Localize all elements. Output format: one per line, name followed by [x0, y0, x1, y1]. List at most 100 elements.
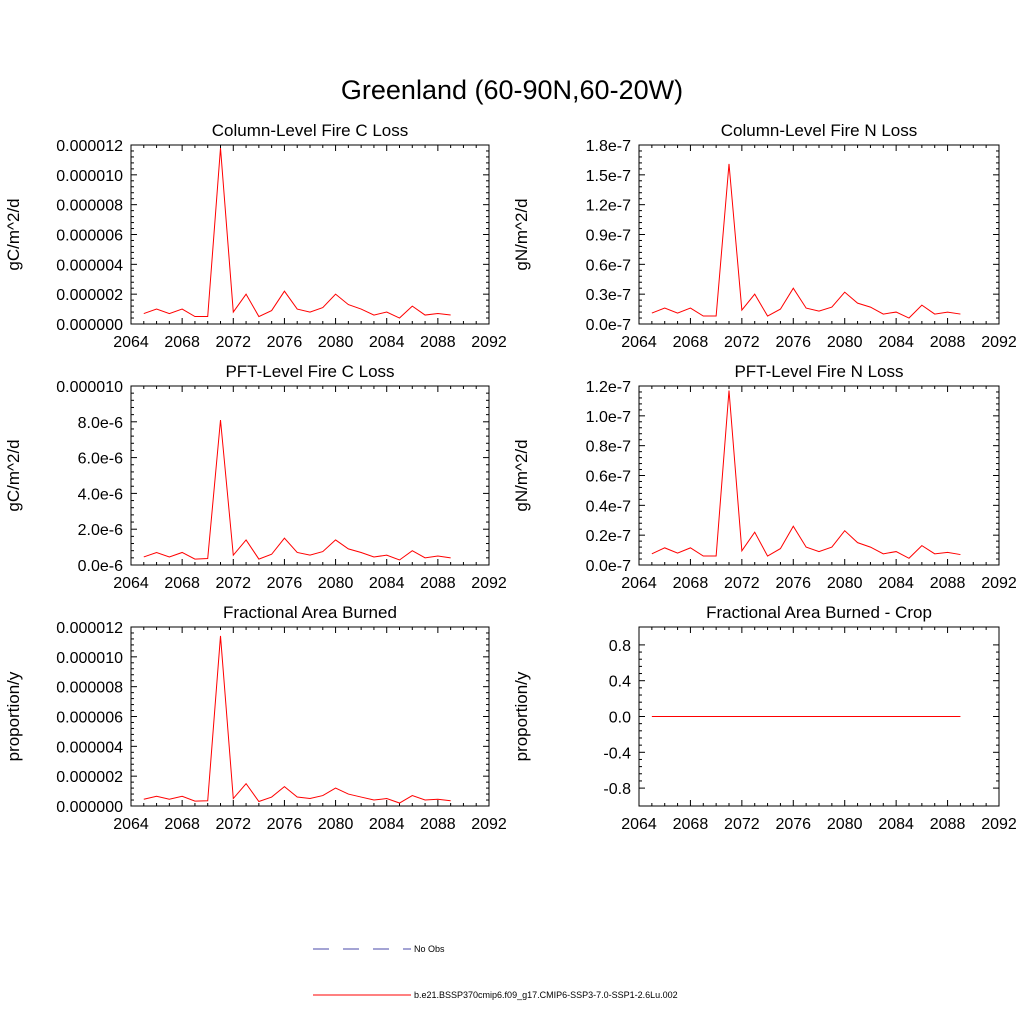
series-line: [651, 390, 961, 559]
y-tick-label: 0.4e-7: [586, 498, 631, 515]
x-tick-label: 2064: [113, 334, 149, 351]
panel-pft-level-fire-n-loss: PFT-Level Fire N Loss gN/m^2/d 2064 2068 207…: [512, 362, 1017, 592]
y-tick-label: 0.000002: [56, 769, 123, 786]
panel-title: Fractional Area Burned: [223, 603, 397, 622]
y-tick-label: 1.0e-7: [586, 409, 631, 426]
plot-frame: [638, 385, 1000, 566]
x-tick-label: 2076: [267, 334, 303, 351]
y-tick-label: 0.000008: [56, 680, 123, 697]
x-tick-label: 2088: [930, 575, 966, 592]
x-tick-label: 2080: [827, 575, 863, 592]
y-tick-label: 4.0e-6: [78, 486, 123, 503]
y-tick-label: 1.5e-7: [586, 168, 631, 185]
x-tick-label: 2068: [673, 334, 709, 351]
x-tick-label: 2088: [420, 575, 456, 592]
x-tick-label: 2076: [267, 575, 303, 592]
panel-column-level-fire-c-loss: Column-Level Fire C Loss gC/m^2/d 2064 2068…: [4, 121, 507, 351]
y-tick-label: 0.6e-7: [586, 469, 631, 486]
x-tick-label: 2088: [420, 816, 456, 833]
x-tick-label: 2068: [164, 334, 200, 351]
x-tick-label: 2076: [775, 816, 811, 833]
x-tick-label: 2072: [724, 816, 760, 833]
y-axis-label: gC/m^2/d: [4, 198, 23, 270]
x-tick-label: 2068: [673, 816, 709, 833]
x-tick-label: 2064: [113, 816, 149, 833]
x-tick-label: 2092: [981, 816, 1017, 833]
y-tick-label: 0.6e-7: [586, 257, 631, 274]
x-tick-label: 2076: [775, 575, 811, 592]
plot-frame: [130, 385, 490, 566]
figure-title: Greenland (60-90N,60-20W): [341, 75, 683, 105]
panels: Column-Level Fire C Loss gC/m^2/d 2064 2068…: [4, 121, 1017, 833]
series-line: [143, 147, 451, 319]
x-tick-label: 2072: [724, 334, 760, 351]
series-line: [143, 635, 451, 804]
y-tick-label: 8.0e-6: [78, 415, 123, 432]
y-tick-label: 1.2e-7: [586, 379, 631, 396]
x-tick-label: 2080: [318, 816, 354, 833]
panel-column-level-fire-n-loss: Column-Level Fire N Loss gN/m^2/d 2064 2068…: [512, 121, 1017, 351]
x-tick-label: 2092: [471, 816, 507, 833]
x-tick-label: 2076: [267, 816, 303, 833]
y-tick-label: 0.000004: [56, 257, 123, 274]
x-tick-label: 2084: [878, 575, 914, 592]
legend-label-run: b.e21.BSSP370cmip6.f09_g17.CMIP6-SSP3-7.…: [414, 990, 678, 1000]
panel-fractional-area-burned-crop: Fractional Area Burned - Crop proportion/…: [512, 603, 1017, 833]
y-tick-label: 1.8e-7: [586, 138, 631, 155]
panel-title: PFT-Level Fire N Loss: [734, 362, 903, 381]
y-tick-label: 0.8: [609, 638, 631, 655]
x-tick-label: 2064: [113, 575, 149, 592]
x-tick-label: 2072: [215, 334, 251, 351]
y-tick-label: 0.4: [609, 674, 631, 691]
x-tick-label: 2092: [471, 334, 507, 351]
y-axis-label: proportion/y: [512, 671, 531, 761]
panel-pft-level-fire-c-loss: PFT-Level Fire C Loss gC/m^2/d 2064 2068 207…: [4, 362, 507, 592]
x-tick-label: 2092: [981, 575, 1017, 592]
x-tick-label: 2084: [369, 575, 405, 592]
y-axis-label: proportion/y: [4, 671, 23, 761]
x-tick-label: 2068: [673, 575, 709, 592]
x-tick-label: 2084: [369, 816, 405, 833]
y-tick-label: 0.000000: [56, 799, 123, 816]
x-tick-label: 2068: [164, 816, 200, 833]
x-tick-label: 2076: [775, 334, 811, 351]
panel-title: Fractional Area Burned - Crop: [706, 603, 932, 622]
x-tick-label: 2084: [878, 334, 914, 351]
y-tick-label: -0.4: [603, 745, 631, 762]
panel-fractional-area-burned: Fractional Area Burned proportion/y 2064 20…: [4, 603, 507, 833]
y-tick-label: 0.8e-7: [586, 439, 631, 456]
x-tick-label: 2084: [878, 816, 914, 833]
y-tick-label: 1.2e-7: [586, 198, 631, 215]
series-line: [143, 419, 451, 561]
x-tick-label: 2080: [827, 334, 863, 351]
legend-label-no-obs: No Obs: [414, 944, 445, 954]
y-tick-label: 0.000004: [56, 739, 123, 756]
y-tick-label: 0.000010: [56, 650, 123, 667]
y-tick-label: 0.000000: [56, 317, 123, 334]
y-tick-label: -0.8: [603, 781, 631, 798]
plot-frame: [638, 144, 1000, 325]
x-tick-label: 2088: [930, 334, 966, 351]
y-tick-label: 0.000010: [56, 168, 123, 185]
y-tick-label: 0.2e-7: [586, 528, 631, 545]
plot-frame: [130, 144, 490, 325]
y-tick-label: 0.000002: [56, 287, 123, 304]
x-tick-label: 2088: [930, 816, 966, 833]
plot-frame: [130, 626, 490, 807]
panel-title: Column-Level Fire N Loss: [721, 121, 918, 140]
x-tick-label: 2084: [369, 334, 405, 351]
y-tick-label: 0.0: [609, 710, 631, 727]
series-line: [651, 163, 961, 319]
y-tick-label: 0.9e-7: [586, 228, 631, 245]
y-tick-label: 2.0e-6: [78, 522, 123, 539]
y-axis-label: gC/m^2/d: [4, 439, 23, 511]
x-tick-label: 2072: [724, 575, 760, 592]
x-tick-label: 2080: [318, 334, 354, 351]
x-tick-label: 2064: [621, 334, 657, 351]
x-tick-label: 2092: [981, 334, 1017, 351]
y-tick-label: 6.0e-6: [78, 451, 123, 468]
y-axis-label: gN/m^2/d: [512, 198, 531, 270]
x-tick-label: 2080: [318, 575, 354, 592]
x-tick-label: 2064: [621, 816, 657, 833]
